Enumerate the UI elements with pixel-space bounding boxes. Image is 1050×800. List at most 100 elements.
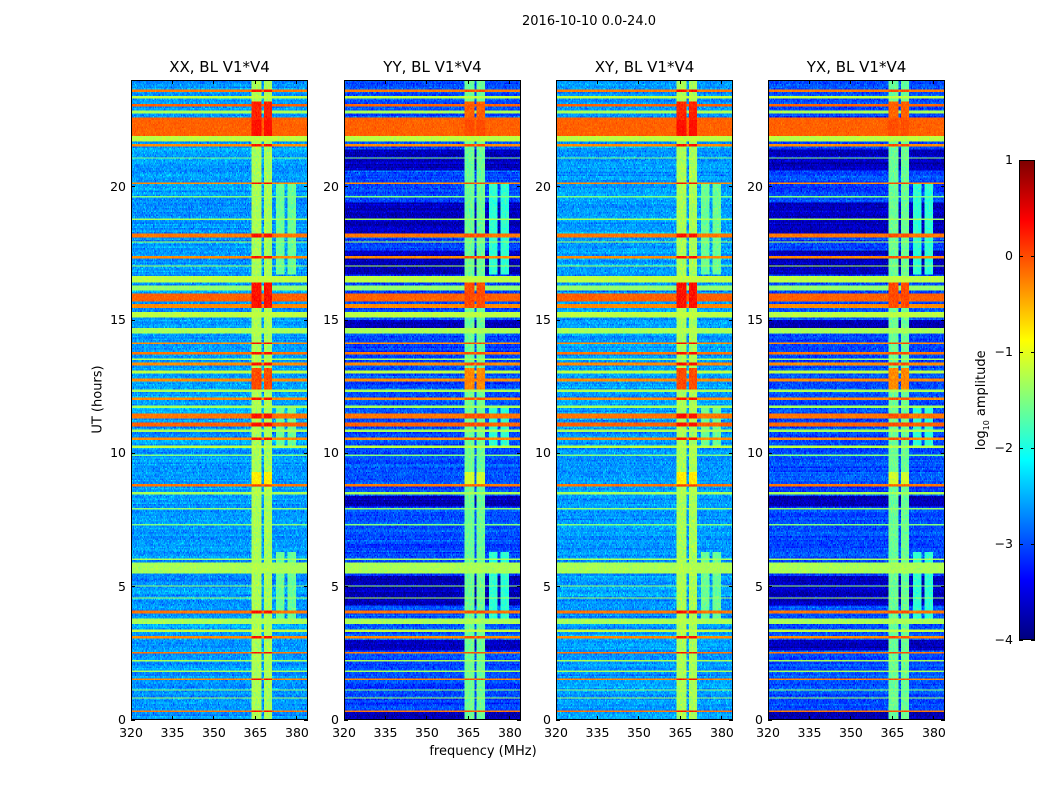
colorbar-tick-mark (1019, 159, 1023, 161)
y-tick-label: 5 (118, 578, 126, 594)
y-tick-mark (729, 586, 733, 588)
y-tick-label: 20 (747, 178, 763, 194)
y-tick-mark (941, 452, 945, 454)
heatmap-image (768, 80, 945, 720)
x-tick-mark (509, 716, 511, 720)
x-axis-label: frequency (MHz) (429, 744, 537, 759)
y-tick-mark (941, 586, 945, 588)
x-tick-label: 320 (332, 725, 356, 740)
x-tick-mark (850, 716, 852, 720)
y-tick-mark (131, 452, 135, 454)
y-tick-mark (131, 719, 135, 721)
x-tick-label: 320 (544, 725, 568, 740)
colorbar-tick-mark (1031, 447, 1035, 449)
y-tick-mark (556, 452, 560, 454)
x-tick-mark (721, 80, 723, 84)
x-tick-label: 365 (243, 725, 268, 740)
heatmap-image (131, 80, 308, 720)
x-tick-label: 350 (415, 725, 439, 740)
y-tick-mark (556, 719, 560, 721)
colorbar (1019, 160, 1035, 640)
colorbar-label-suffix: amplitude (974, 350, 990, 421)
y-tick-label: 15 (110, 312, 126, 327)
colorbar-label-sub: 10 (981, 420, 991, 431)
colorbar-tick-mark (1031, 543, 1035, 545)
heatmap-image (344, 80, 521, 720)
x-tick-mark (384, 80, 386, 84)
x-tick-mark (343, 80, 345, 84)
colorbar-tick-mark (1019, 255, 1023, 257)
x-tick-mark (467, 716, 469, 720)
x-tick-label: 335 (797, 725, 822, 740)
x-tick-label: 365 (456, 725, 481, 740)
y-tick-mark (768, 186, 772, 188)
y-tick-label: 10 (535, 445, 551, 461)
y-tick-mark (941, 186, 945, 188)
x-tick-mark (891, 716, 893, 720)
colorbar-tick-mark (1019, 447, 1023, 449)
y-tick-mark (304, 452, 308, 454)
y-tick-mark (517, 586, 521, 588)
y-tick-mark (131, 186, 135, 188)
y-tick-mark (768, 319, 772, 321)
y-tick-label: 5 (755, 578, 763, 594)
x-tick-label: 320 (756, 725, 780, 740)
x-tick-mark (213, 80, 215, 84)
colorbar-tick-mark (1031, 255, 1035, 257)
panel-title: XY, BL V1*V4 (594, 58, 695, 76)
x-tick-mark (171, 80, 173, 84)
y-tick-label: 0 (118, 712, 126, 727)
colorbar-tick-label: −1 (994, 344, 1013, 359)
x-tick-mark (808, 716, 810, 720)
y-tick-label: 0 (755, 712, 763, 727)
x-tick-mark (130, 80, 132, 84)
x-tick-label: 335 (373, 725, 398, 740)
y-tick-mark (344, 586, 348, 588)
panel-title: YX, BL V1*V4 (806, 58, 907, 76)
x-tick-mark (296, 80, 298, 84)
panel-title: YY, BL V1*V4 (383, 58, 482, 76)
x-tick-mark (254, 80, 256, 84)
x-tick-label: 335 (585, 725, 610, 740)
x-tick-mark (343, 716, 345, 720)
x-tick-mark (509, 80, 511, 84)
x-tick-mark (171, 716, 173, 720)
colorbar-tick-label: −4 (994, 632, 1013, 647)
y-tick-label: 0 (331, 712, 339, 727)
y-tick-label: 15 (535, 312, 551, 327)
y-tick-mark (131, 319, 135, 321)
colorbar-tick-mark (1019, 351, 1023, 353)
colorbar-tick-mark (1019, 639, 1023, 641)
x-tick-mark (555, 80, 557, 84)
x-tick-mark (721, 716, 723, 720)
x-tick-label: 350 (839, 725, 863, 740)
y-tick-mark (304, 586, 308, 588)
x-tick-label: 320 (119, 725, 143, 740)
y-tick-mark (517, 319, 521, 321)
y-tick-mark (768, 452, 772, 454)
x-tick-mark (933, 80, 935, 84)
y-tick-mark (304, 719, 308, 721)
y-tick-mark (131, 586, 135, 588)
y-tick-label: 20 (323, 178, 339, 194)
x-tick-label: 335 (160, 725, 185, 740)
x-tick-mark (933, 716, 935, 720)
x-tick-label: 380 (285, 725, 309, 740)
y-axis-label: UT (hours) (90, 365, 106, 434)
colorbar-tick-mark (1019, 543, 1023, 545)
y-tick-label: 20 (110, 178, 126, 194)
x-tick-mark (891, 80, 893, 84)
x-tick-mark (426, 80, 428, 84)
y-tick-mark (304, 186, 308, 188)
figure-title: 2016-10-10 0.0-24.0 (522, 14, 656, 29)
y-tick-mark (556, 586, 560, 588)
x-tick-mark (808, 80, 810, 84)
y-tick-mark (344, 319, 348, 321)
x-tick-mark (638, 80, 640, 84)
y-tick-mark (556, 319, 560, 321)
y-tick-label: 10 (323, 445, 339, 461)
y-tick-mark (768, 719, 772, 721)
spectrogram-panel: YX, BL V1*V4 320 335 350 365 380 0 5 10 15 20 (747, 58, 946, 740)
y-tick-label: 10 (110, 445, 126, 461)
y-tick-label: 10 (747, 445, 763, 461)
